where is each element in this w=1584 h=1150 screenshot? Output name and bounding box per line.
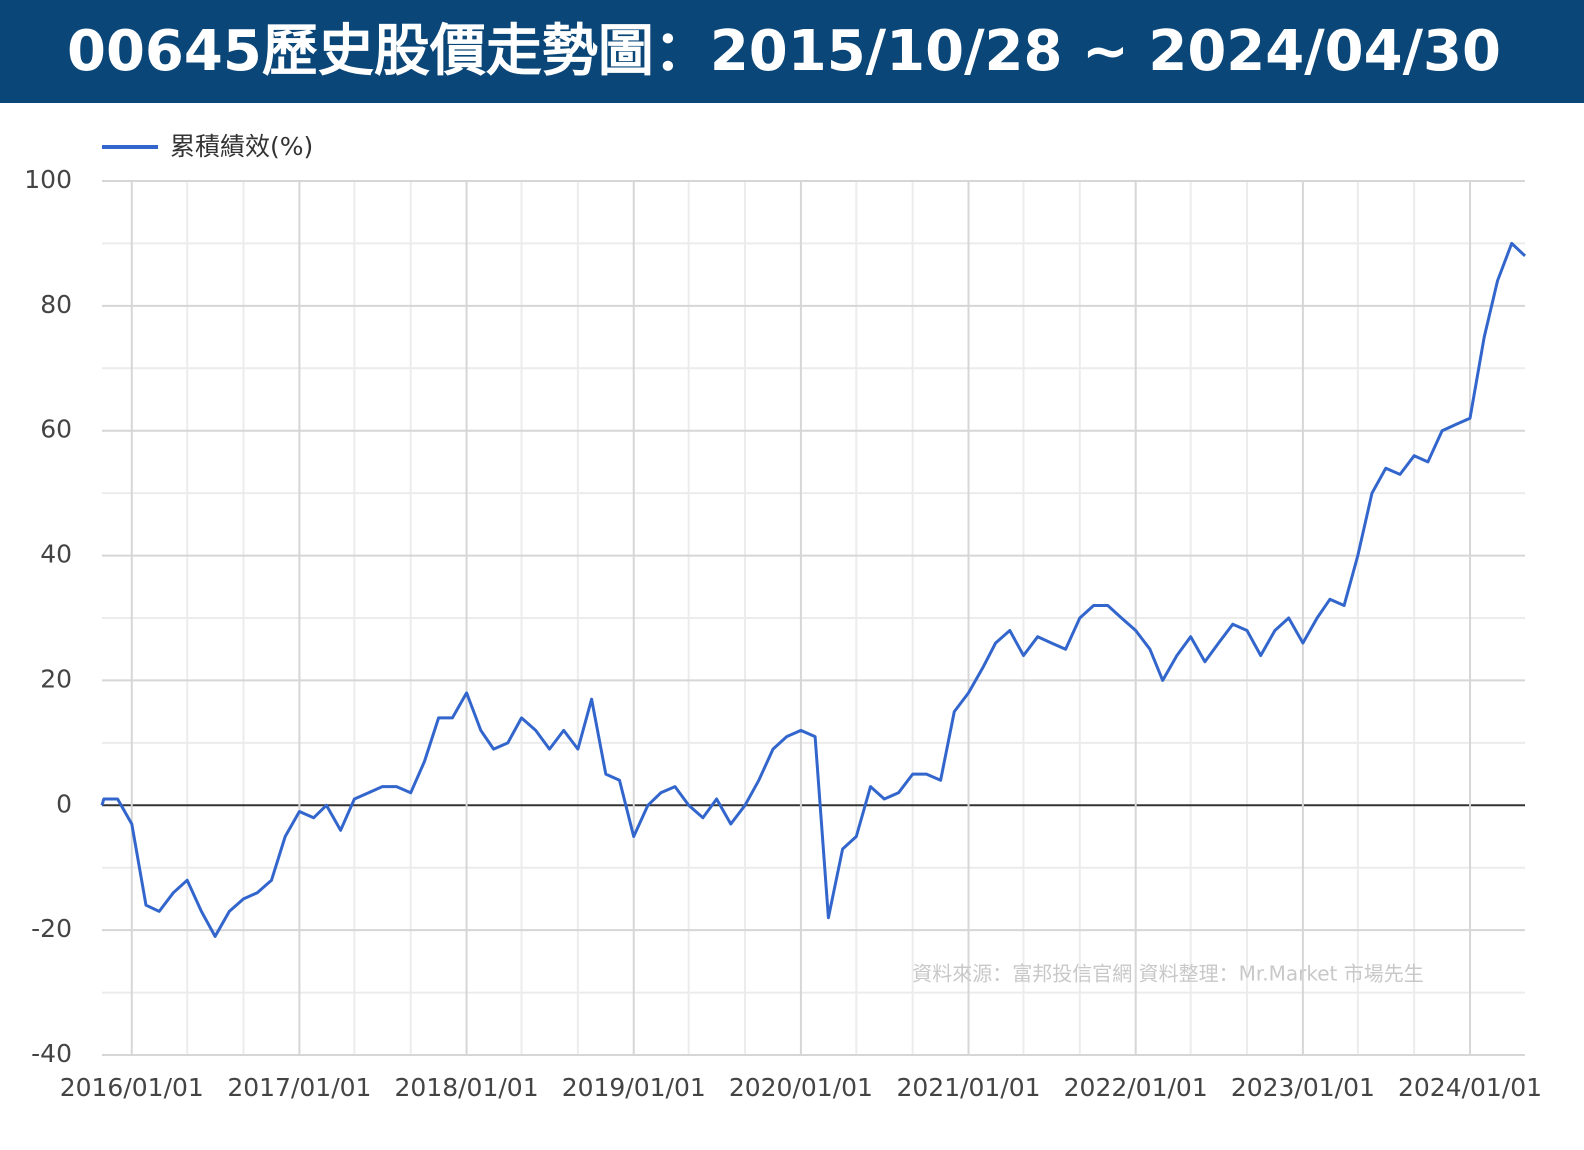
source-note: 資料來源：富邦投信官網 資料整理：Mr.Market 市場先生: [912, 962, 1423, 986]
y-tick-label: 100: [24, 165, 72, 194]
y-tick-label: 60: [40, 415, 72, 444]
y-tick-label: -20: [31, 914, 72, 943]
x-tick-label: 2017/01/01: [227, 1073, 371, 1102]
x-tick-label: 2020/01/01: [729, 1073, 873, 1102]
chart-title: 00645歷史股價走勢圖：2015/10/28 ~ 2024/04/30: [67, 19, 1501, 84]
title-bar: [0, 0, 1584, 103]
legend-label: 累積績效(%): [170, 132, 313, 161]
y-tick-label: 0: [56, 789, 72, 818]
x-tick-label: 2019/01/01: [562, 1073, 706, 1102]
data-line: [100, 241, 1527, 938]
x-tick-label: 2018/01/01: [395, 1073, 539, 1102]
x-tick-label: 2023/01/01: [1231, 1073, 1375, 1102]
plot: -40 -20 0 20 40 60 80 100 2016/01/01 2017/01/01 20…: [24, 132, 1542, 1102]
y-tick-label: 40: [40, 540, 72, 569]
y-tick-label: 80: [40, 290, 72, 319]
y-tick-label: 20: [40, 664, 72, 693]
y-tick-label: -40: [31, 1039, 72, 1068]
x-tick-label: 2022/01/01: [1064, 1073, 1208, 1102]
x-tick-label: 2024/01/01: [1398, 1073, 1542, 1102]
x-tick-label: 2021/01/01: [896, 1073, 1040, 1102]
x-tick-label: 2016/01/01: [60, 1073, 204, 1102]
